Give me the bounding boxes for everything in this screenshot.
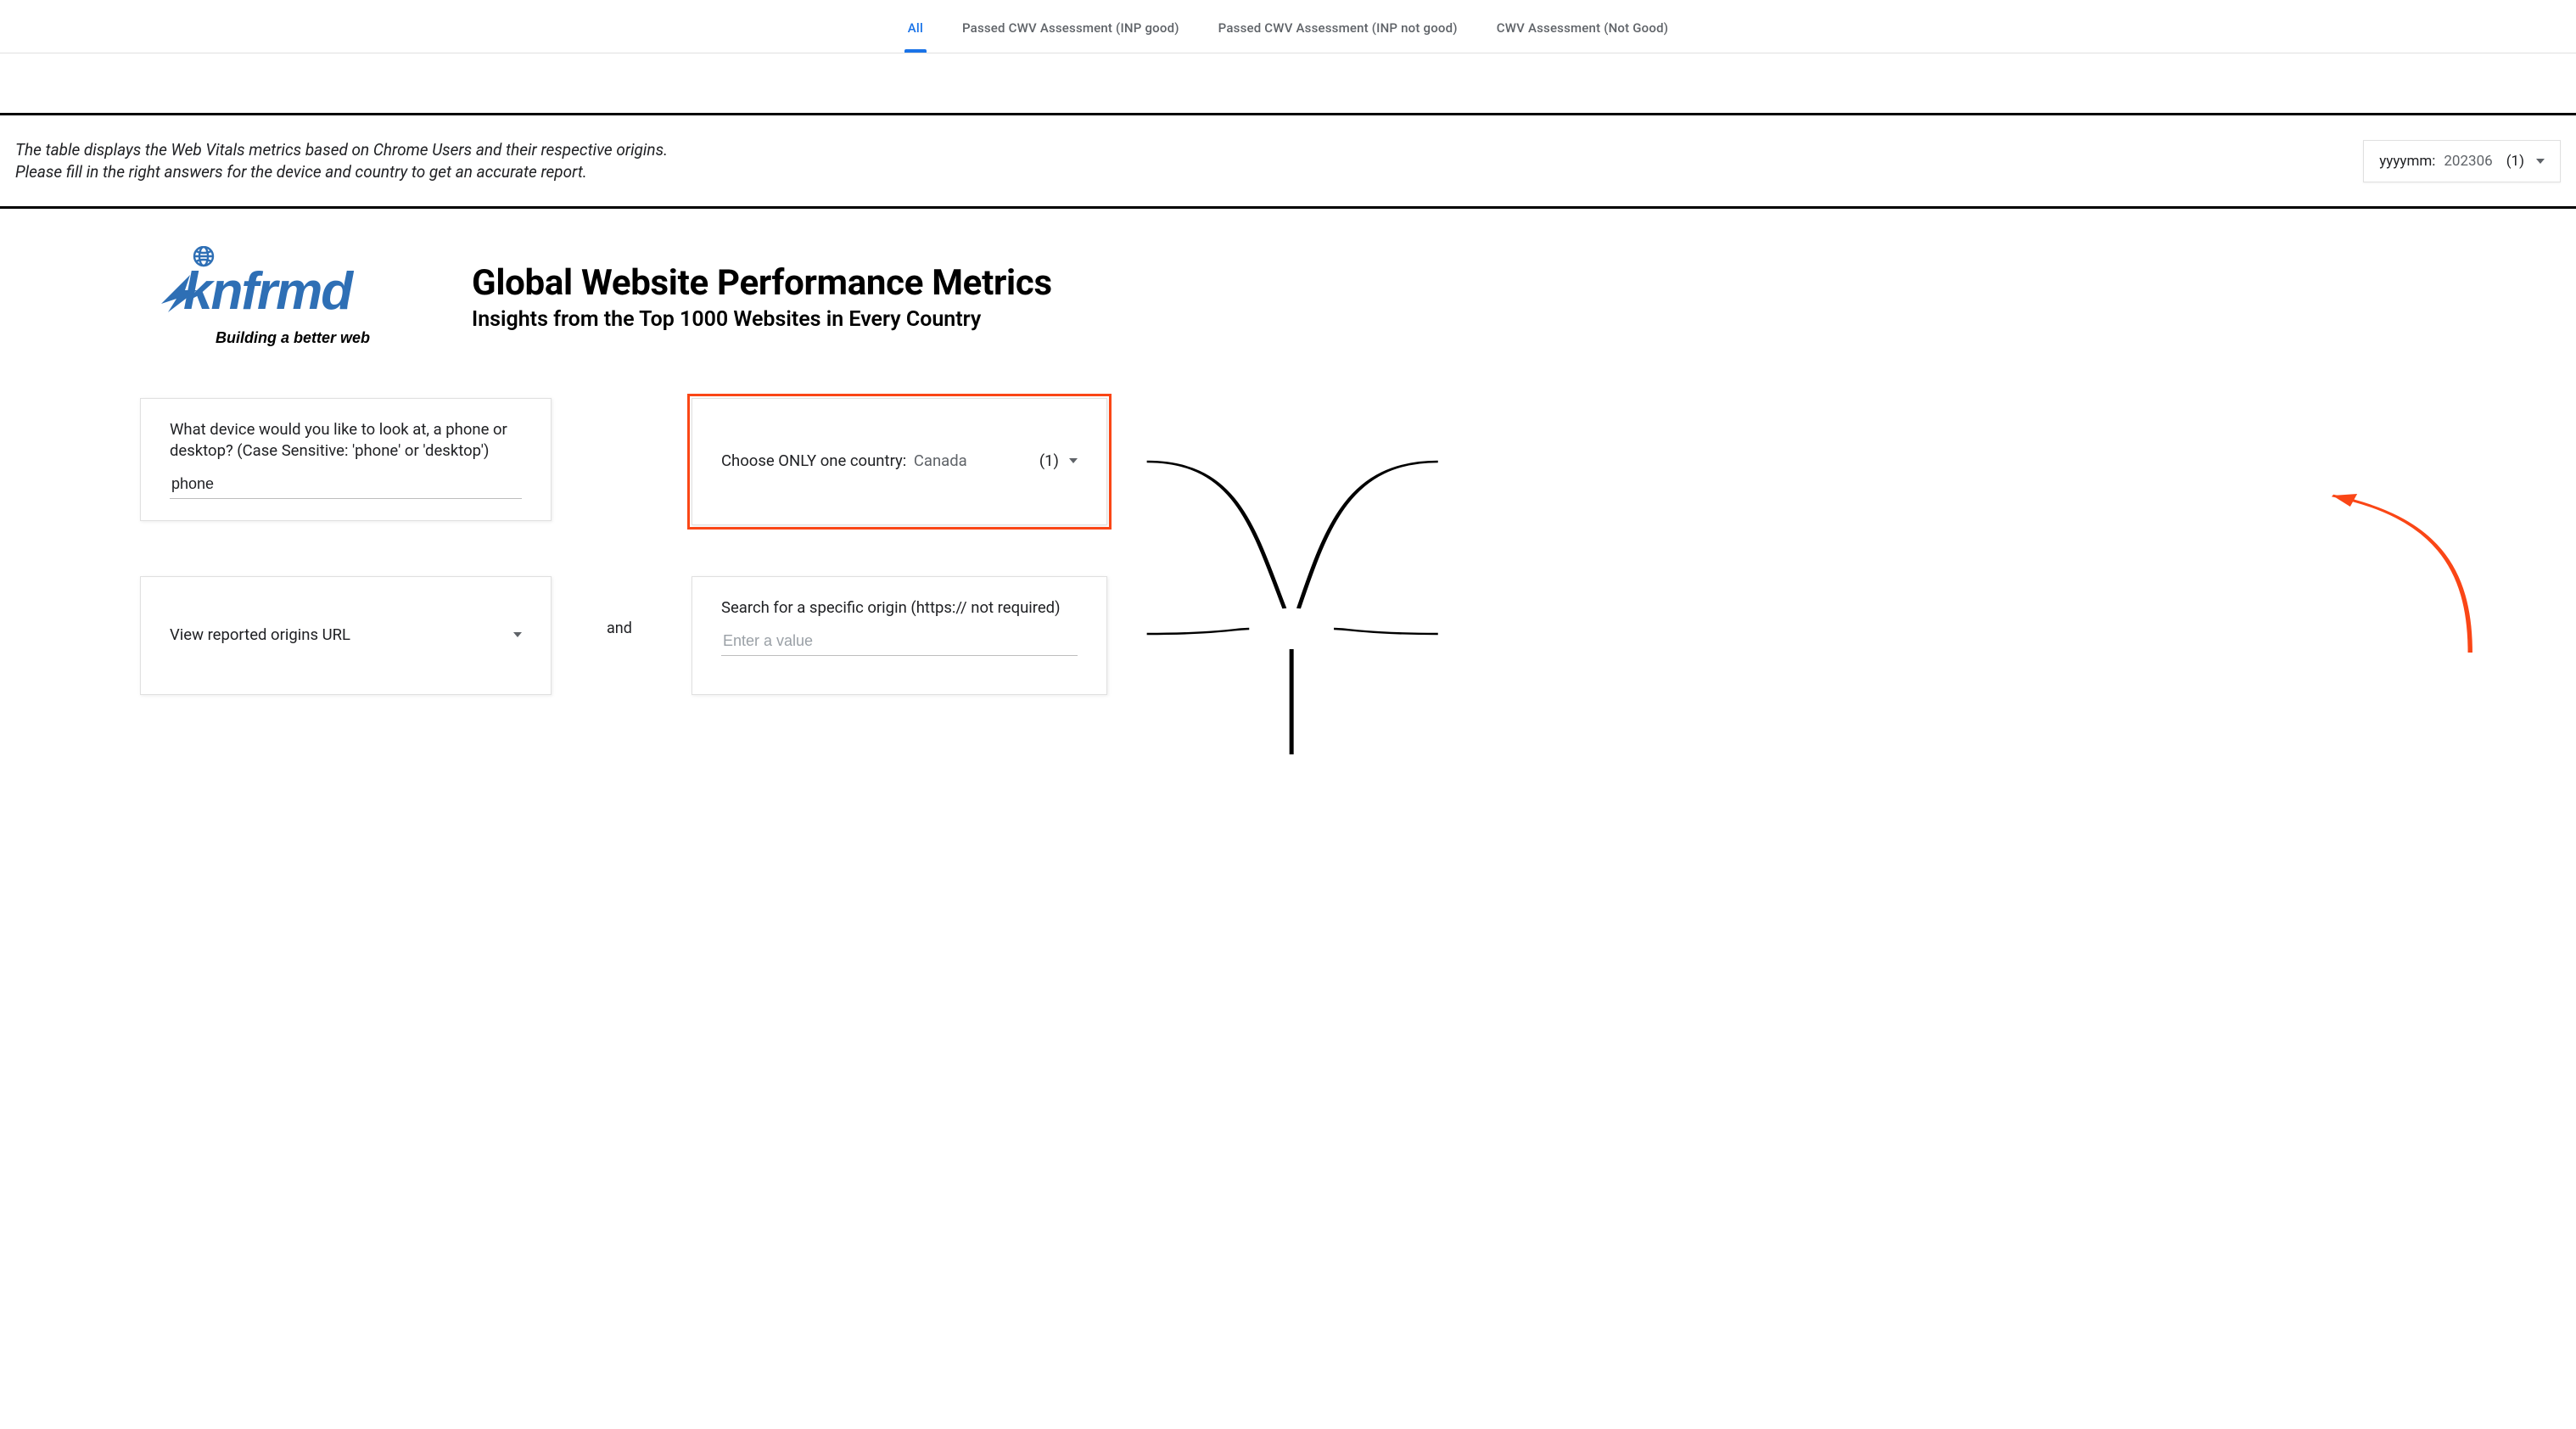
hero-titles: Global Website Performance Metrics Insig… (472, 262, 1052, 332)
header-description: The table displays the Web Vitals metric… (15, 139, 668, 182)
date-filter-value: 202306 (2444, 153, 2492, 170)
tab-passed-inp-good[interactable]: Passed CWV Assessment (INP good) (959, 15, 1183, 53)
chevron-down-icon (1069, 458, 1078, 463)
date-filter[interactable]: yyyymm: 202306 (1) (2363, 140, 2561, 182)
country-label: Choose ONLY one country: (721, 451, 906, 470)
country-value: Canada (914, 451, 967, 470)
chevron-down-icon (513, 632, 522, 637)
country-card[interactable]: Choose ONLY one country: Canada (1) (692, 398, 1107, 525)
device-card: What device would you like to look at, a… (140, 398, 552, 521)
knfrmd-logo-icon: knfrmd (161, 246, 424, 328)
conjunction-and: and (603, 619, 636, 637)
header-desc-line2: Please fill in the right answers for the… (15, 162, 587, 182)
search-origin-input[interactable] (721, 629, 1078, 656)
search-origin-card: Search for a specific origin (https:// n… (692, 576, 1107, 695)
svg-text:knfrmd: knfrmd (183, 262, 354, 321)
tab-all[interactable]: All (904, 15, 927, 53)
chevron-down-icon (2536, 159, 2545, 164)
logo: knfrmd Building a better web (161, 246, 424, 347)
device-prompt: What device would you like to look at, a… (170, 419, 522, 462)
page-subtitle: Insights from the Top 1000 Websites in E… (472, 307, 1052, 332)
origins-card[interactable]: View reported origins URL (140, 576, 552, 695)
origins-label: View reported origins URL (170, 625, 350, 644)
header-desc-line1: The table displays the Web Vitals metric… (15, 140, 668, 160)
search-origin-label: Search for a specific origin (https:// n… (721, 597, 1078, 619)
date-filter-count: (1) (2506, 153, 2524, 170)
hero: knfrmd Building a better web Global Webs… (0, 209, 2576, 398)
date-filter-label: yyyymm: (2379, 153, 2435, 170)
country-count: (1) (1039, 451, 1059, 470)
logo-tagline: Building a better web (161, 329, 424, 347)
tab-not-good[interactable]: CWV Assessment (Not Good) (1493, 15, 1672, 53)
header-band: The table displays the Web Vitals metric… (0, 113, 2576, 209)
tab-passed-inp-not-good[interactable]: Passed CWV Assessment (INP not good) (1215, 15, 1461, 53)
page-title: Global Website Performance Metrics (472, 262, 1052, 304)
controls: and What device would you like to look a… (0, 398, 2576, 754)
tab-strip: All Passed CWV Assessment (INP good) Pas… (0, 0, 2576, 53)
device-input[interactable] (170, 472, 522, 499)
